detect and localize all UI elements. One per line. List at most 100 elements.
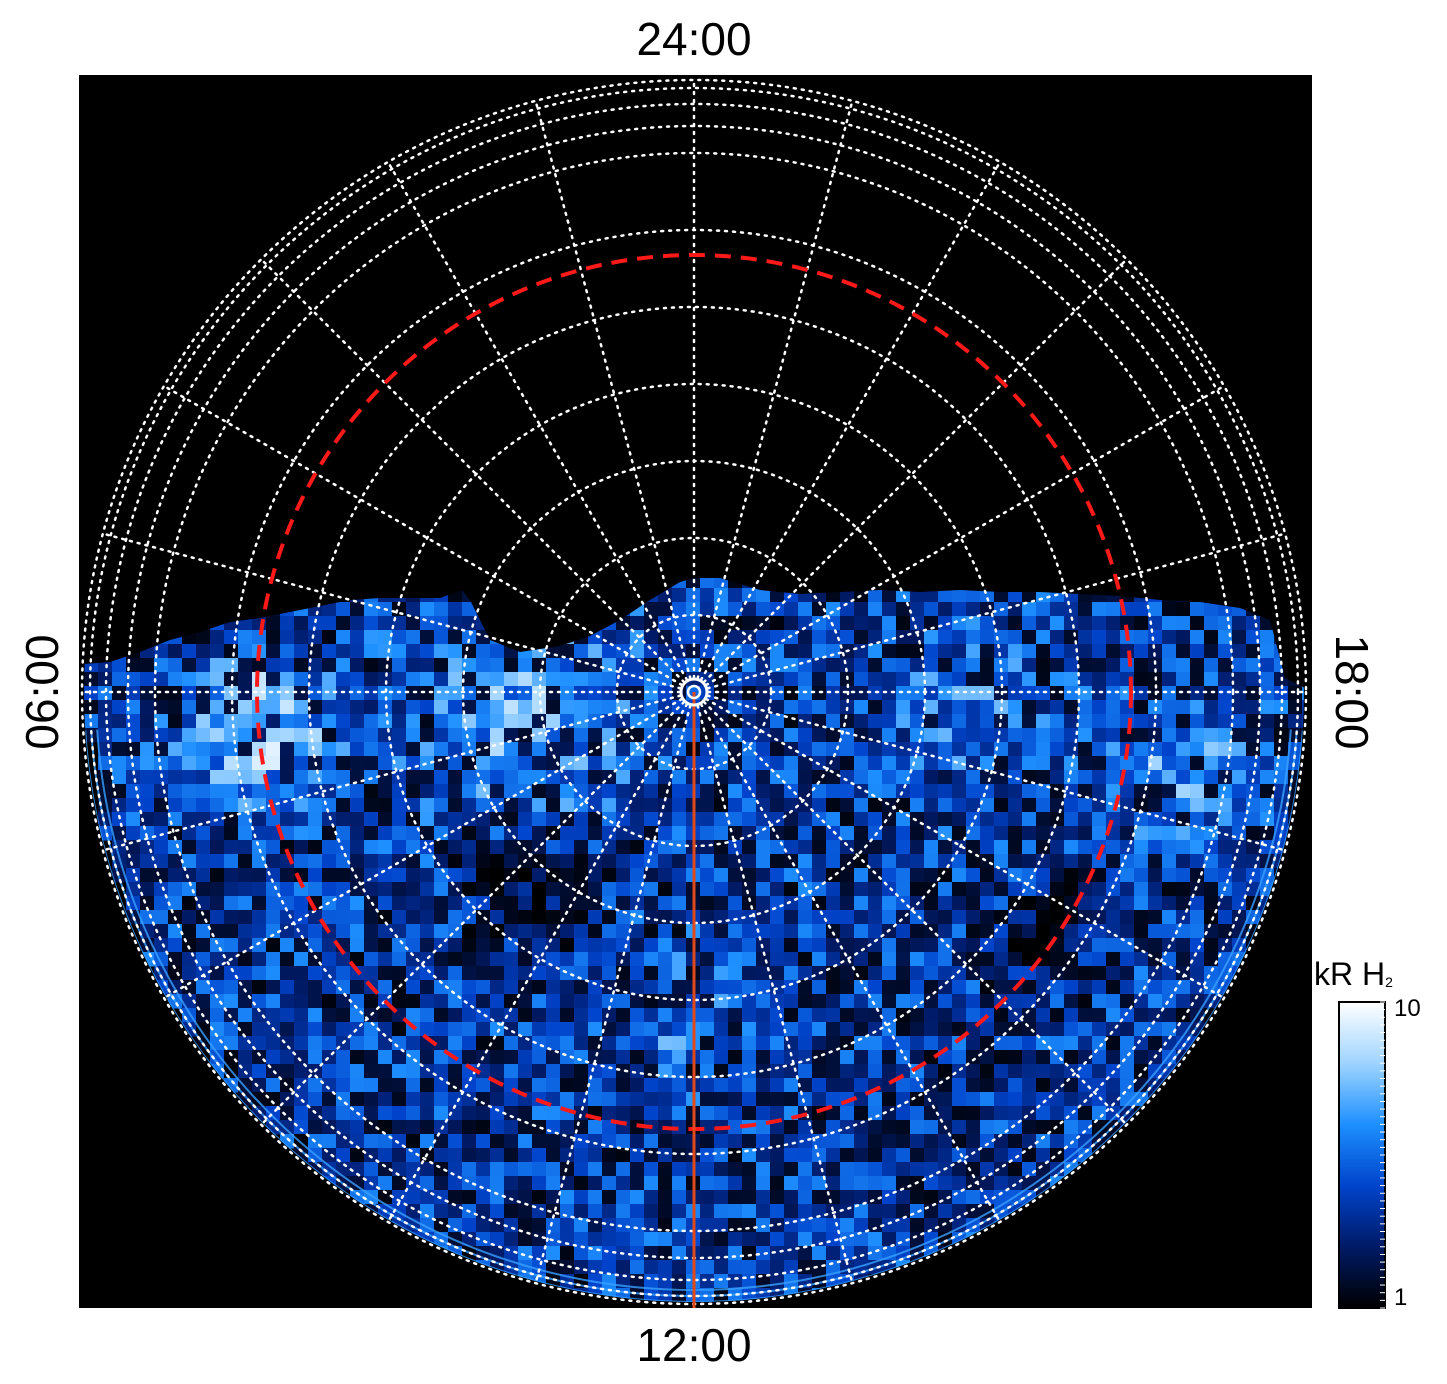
- emission-cell: [1134, 1050, 1149, 1065]
- emission-cell: [924, 728, 939, 743]
- emission-cell: [994, 1176, 1009, 1191]
- emission-cell: [196, 756, 211, 771]
- emission-cell: [154, 812, 169, 827]
- emission-cell: [784, 924, 799, 939]
- emission-cell: [896, 658, 911, 673]
- emission-cell: [826, 756, 841, 771]
- emission-cell: [994, 644, 1009, 659]
- emission-cell: [882, 616, 897, 631]
- emission-cell: [560, 1078, 575, 1093]
- emission-cell: [798, 1064, 813, 1079]
- emission-cell: [574, 1162, 589, 1177]
- emission-cell: [322, 686, 337, 701]
- emission-cell: [1008, 1092, 1023, 1107]
- emission-cell: [238, 644, 253, 659]
- emission-cell: [952, 1176, 967, 1191]
- emission-cell: [182, 966, 197, 981]
- emission-cell: [434, 602, 449, 617]
- emission-cell: [322, 742, 337, 757]
- emission-cell: [714, 1176, 729, 1191]
- emission-cell: [1204, 938, 1219, 953]
- emission-cell: [126, 770, 141, 785]
- emission-cell: [812, 1008, 827, 1023]
- emission-cell: [616, 868, 631, 883]
- emission-cell: [266, 630, 281, 645]
- emission-cell: [1162, 658, 1177, 673]
- emission-cell: [322, 1022, 337, 1037]
- emission-cell: [896, 1106, 911, 1121]
- emission-cell: [1008, 1050, 1023, 1065]
- emission-cell: [602, 1274, 617, 1289]
- emission-cell: [448, 896, 463, 911]
- emission-cell: [224, 924, 239, 939]
- emission-cell: [882, 966, 897, 981]
- emission-cell: [518, 1050, 533, 1065]
- emission-cell: [322, 840, 337, 855]
- emission-cell: [910, 1008, 925, 1023]
- emission-cell: [350, 672, 365, 687]
- emission-cell: [518, 1008, 533, 1023]
- local-time-label-bottom: 12:00: [636, 1319, 752, 1371]
- emission-cell: [952, 616, 967, 631]
- emission-cell: [1106, 770, 1121, 785]
- emission-cell: [476, 1190, 491, 1205]
- emission-cell: [1148, 798, 1163, 813]
- emission-cell: [1274, 728, 1289, 743]
- emission-cell: [616, 1176, 631, 1191]
- emission-cell: [700, 1050, 715, 1065]
- emission-cell: [840, 1106, 855, 1121]
- emission-cell: [658, 602, 673, 617]
- emission-cell: [1092, 672, 1107, 687]
- emission-cell: [224, 1008, 239, 1023]
- emission-cell: [756, 700, 771, 715]
- emission-cell: [924, 700, 939, 715]
- emission-cell: [1022, 938, 1037, 953]
- emission-cell: [840, 938, 855, 953]
- emission-cell: [742, 1260, 757, 1275]
- emission-cell: [980, 742, 995, 757]
- emission-cell: [560, 742, 575, 757]
- emission-cell: [770, 952, 785, 967]
- emission-cell: [644, 770, 659, 785]
- emission-cell: [784, 868, 799, 883]
- emission-cell: [924, 644, 939, 659]
- emission-cell: [616, 840, 631, 855]
- emission-cell: [462, 1050, 477, 1065]
- emission-cell: [882, 644, 897, 659]
- emission-cell: [658, 1204, 673, 1219]
- emission-cell: [784, 938, 799, 953]
- emission-cell: [1232, 742, 1247, 757]
- emission-cell: [490, 826, 505, 841]
- emission-cell: [700, 840, 715, 855]
- emission-cell: [518, 742, 533, 757]
- emission-cell: [700, 980, 715, 995]
- emission-cell: [896, 924, 911, 939]
- emission-cell: [1246, 812, 1261, 827]
- emission-cell: [322, 854, 337, 869]
- emission-cell: [350, 658, 365, 673]
- emission-cell: [1162, 770, 1177, 785]
- emission-cell: [406, 952, 421, 967]
- emission-cell: [798, 826, 813, 841]
- emission-cell: [168, 742, 183, 757]
- emission-cell: [434, 1092, 449, 1107]
- emission-cell: [420, 714, 435, 729]
- emission-cell: [196, 952, 211, 967]
- emission-cell: [672, 952, 687, 967]
- emission-cell: [714, 910, 729, 925]
- emission-cell: [294, 952, 309, 967]
- emission-cell: [336, 840, 351, 855]
- emission-cell: [154, 756, 169, 771]
- emission-cell: [658, 910, 673, 925]
- emission-cell: [224, 812, 239, 827]
- emission-cell: [350, 1092, 365, 1107]
- emission-cell: [644, 1106, 659, 1121]
- emission-cell: [462, 1022, 477, 1037]
- emission-cell: [476, 840, 491, 855]
- emission-cell: [826, 826, 841, 841]
- emission-cell: [532, 840, 547, 855]
- emission-cell: [826, 1078, 841, 1093]
- emission-cell: [868, 616, 883, 631]
- emission-cell: [658, 924, 673, 939]
- emission-cell: [826, 686, 841, 701]
